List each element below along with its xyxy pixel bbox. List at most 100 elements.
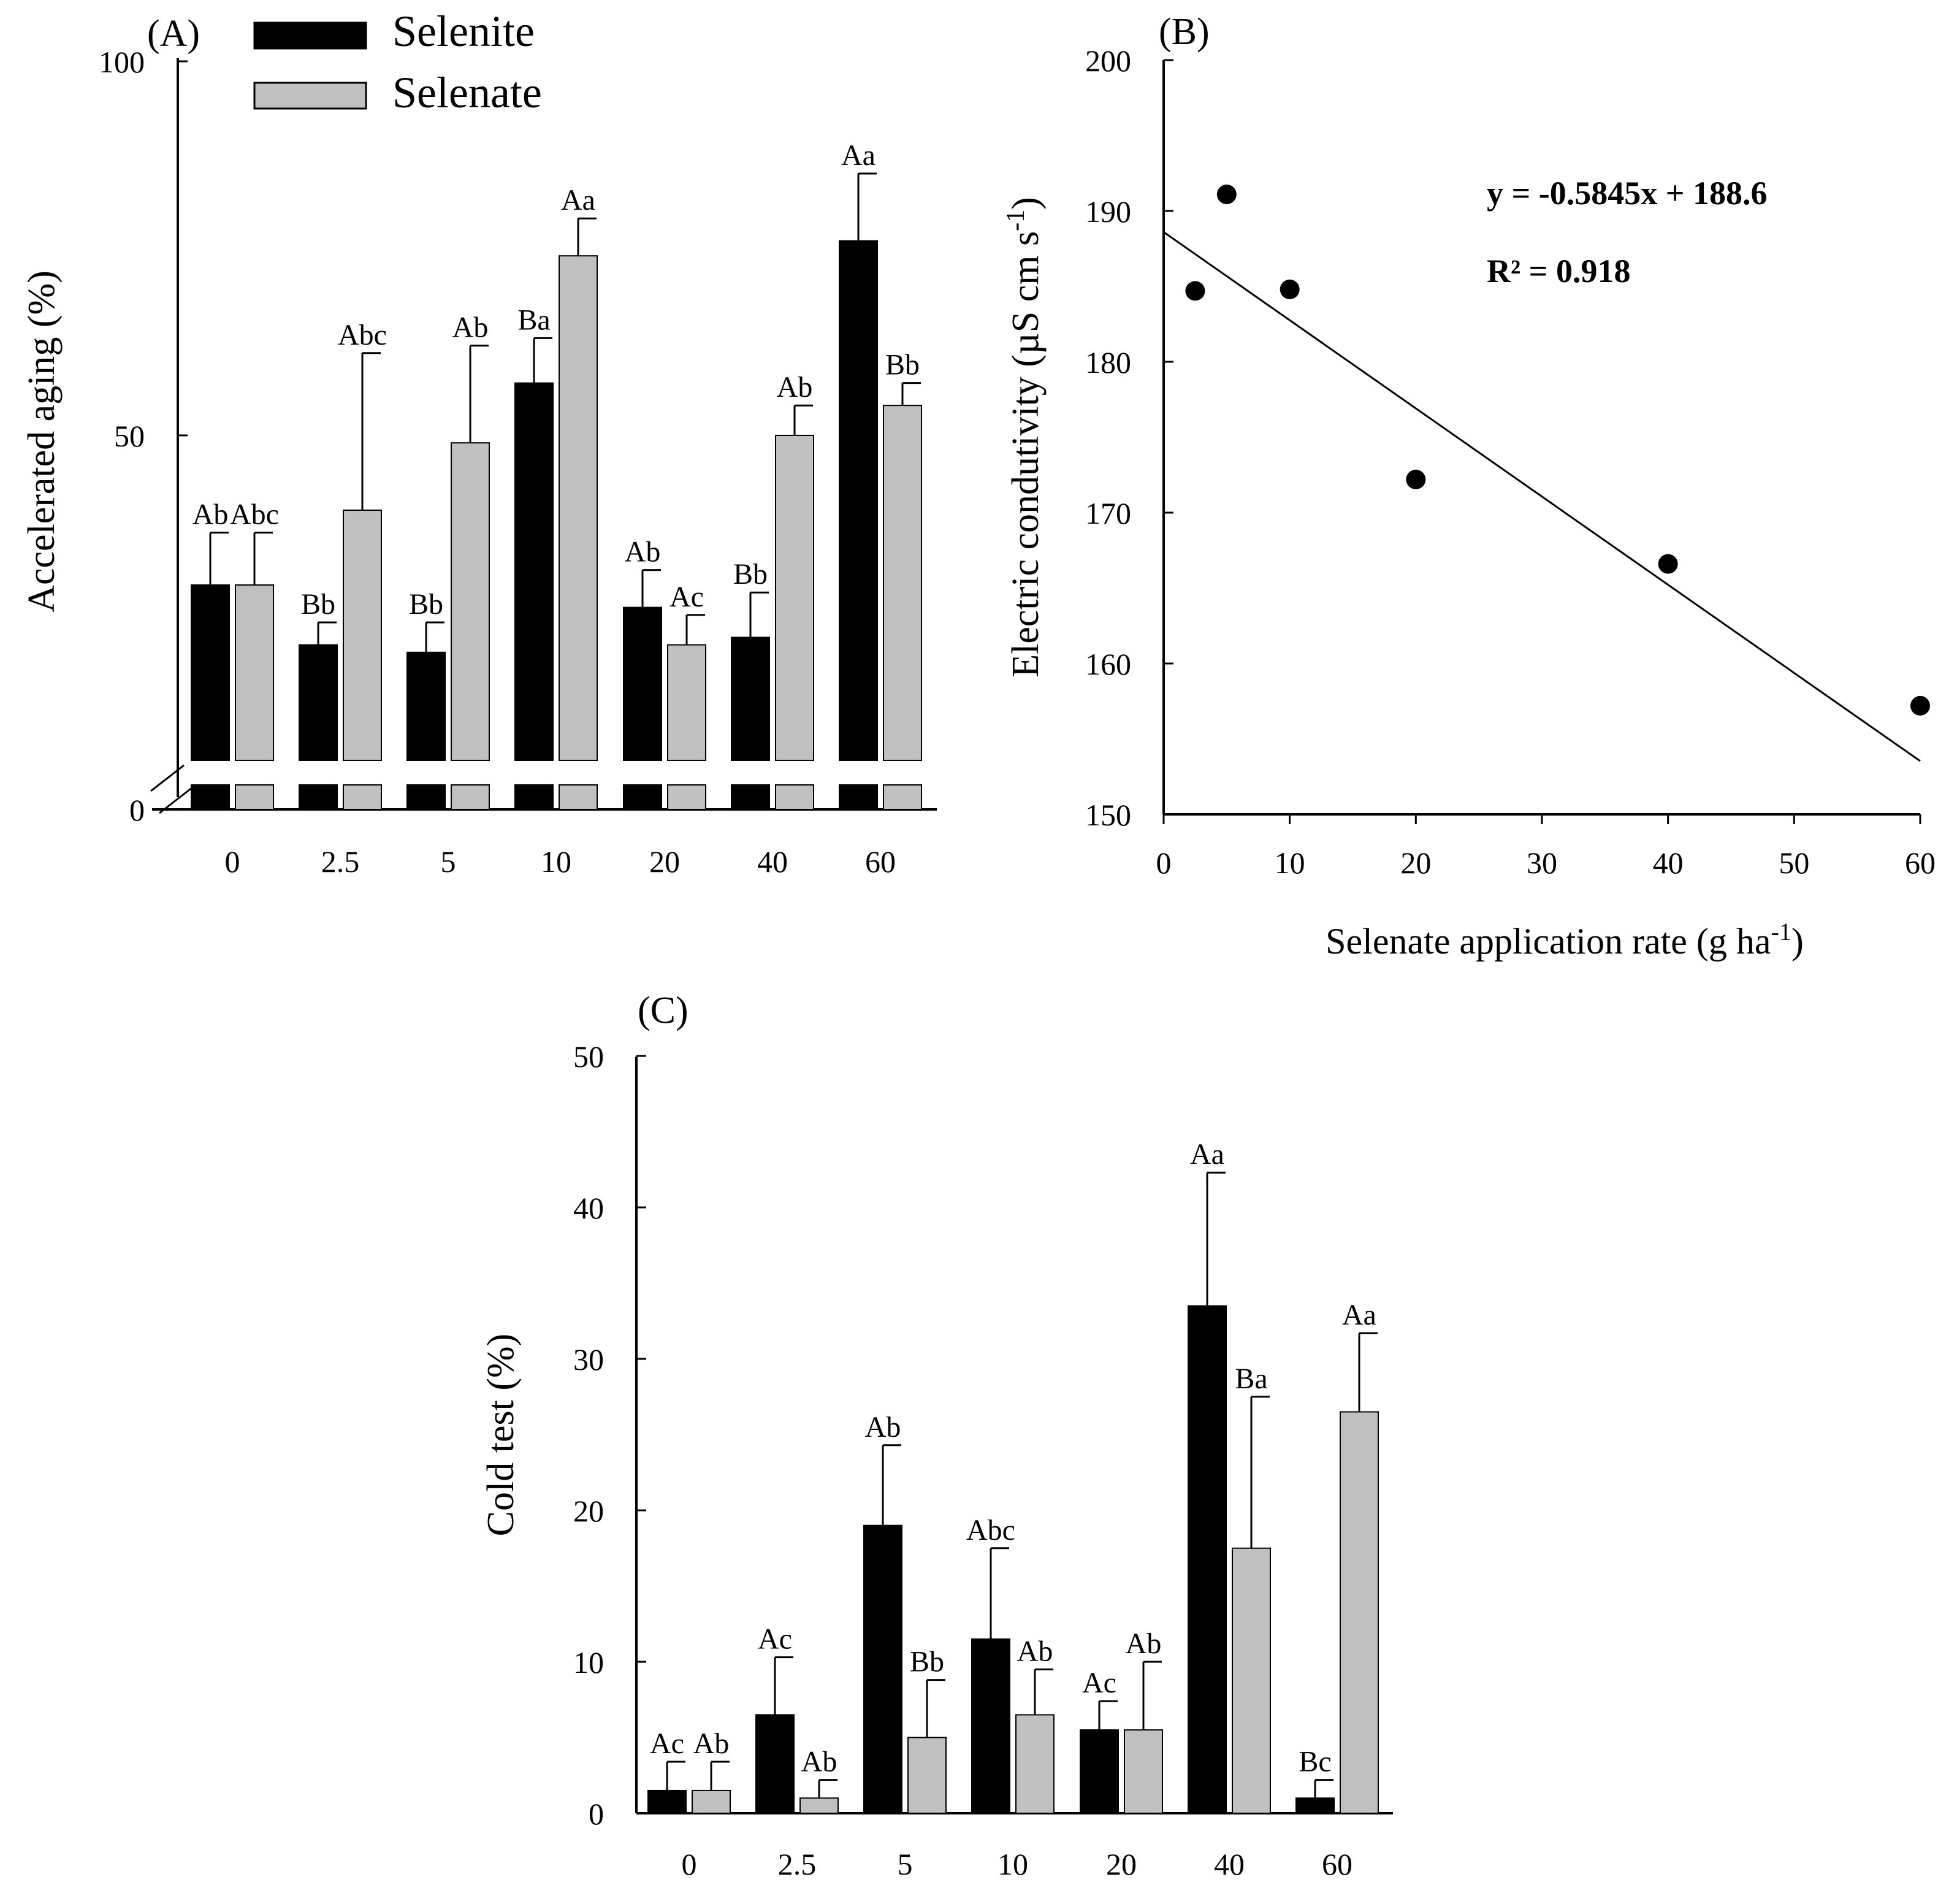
- bar-selenite: [299, 644, 338, 761]
- y-tick-label: 50: [573, 1039, 604, 1074]
- y-tick-label: 200: [1085, 44, 1131, 78]
- significance-letter: Bb: [301, 588, 335, 621]
- bar-selenate: [343, 510, 382, 761]
- bar-selenate: [667, 644, 706, 761]
- panel-b-plot: [1163, 184, 1930, 762]
- significance-letter: Ba: [1235, 1363, 1267, 1395]
- y-tick-label: 30: [573, 1342, 604, 1377]
- significance-letter: Aa: [1342, 1299, 1376, 1331]
- bar-base-selenate: [235, 784, 274, 810]
- axis-break-mark: [150, 764, 185, 792]
- bar-selenite: [191, 584, 230, 761]
- x-tick-label: 0: [1156, 846, 1172, 880]
- significance-letter: Ab: [777, 371, 813, 403]
- significance-letter: Ab: [801, 1746, 837, 1778]
- bar-base-selenate: [883, 784, 922, 810]
- x-tick-label: 30: [1527, 846, 1557, 880]
- bar-base-selenite: [514, 784, 554, 810]
- bar-selenate: [1340, 1411, 1379, 1814]
- bar-base-selenite: [623, 784, 662, 810]
- x-tick-label: 5: [441, 844, 456, 879]
- significance-letter: Ab: [452, 312, 489, 344]
- bar-selenite: [755, 1714, 795, 1814]
- y-tick-label: 190: [1085, 194, 1131, 229]
- significance-letter: Ac: [650, 1727, 684, 1760]
- shared-x-label-sup: -1: [1771, 918, 1791, 946]
- panel-c-y-ticks: 0 10 20 30 40 50: [573, 1039, 646, 1831]
- significance-letter: Ab: [1017, 1635, 1053, 1667]
- panel-a-y-label: Accelerated aging (%): [21, 270, 63, 613]
- bar-selenate: [1015, 1714, 1055, 1814]
- x-tick-label: 20: [1106, 1847, 1137, 1881]
- significance-letter: Bb: [733, 558, 768, 591]
- bar-selenite: [623, 606, 662, 761]
- bar-base-selenate: [775, 784, 814, 810]
- r-squared: R² = 0.918: [1487, 253, 1630, 289]
- y-tick-label: 180: [1085, 345, 1131, 380]
- panel-a-x-ticks: 0 2.5 5 10 20 40 60: [225, 844, 896, 879]
- bar-selenite: [863, 1524, 902, 1814]
- significance-letter: Bb: [885, 349, 920, 381]
- significance-letter: Ab: [693, 1727, 730, 1760]
- x-tick-label: 10: [1275, 846, 1305, 880]
- panel-b-y-label-sup: -1: [1002, 210, 1030, 231]
- legend-label-selenate: Selenate: [392, 68, 542, 117]
- y-tick-label: 50: [114, 419, 145, 453]
- regression-line: [1163, 231, 1921, 762]
- legend-label-selenite: Selenite: [392, 7, 535, 56]
- legend-swatch-selenite: [253, 21, 367, 50]
- significance-letter: Ac: [1082, 1667, 1116, 1699]
- x-tick-label: 2.5: [778, 1847, 817, 1881]
- significance-letter: Abc: [230, 499, 279, 531]
- y-tick-label: 10: [573, 1645, 604, 1680]
- bar-base-selenite: [299, 784, 338, 810]
- x-tick-label: 40: [1653, 846, 1684, 880]
- x-tick-label: 10: [998, 1847, 1028, 1881]
- y-tick-label: 0: [129, 793, 145, 827]
- bar-selenate: [235, 584, 274, 761]
- regression-equation: y = -0.5845x + 188.6: [1487, 175, 1768, 212]
- x-tick-label: 20: [649, 844, 680, 879]
- significance-letter: Abc: [966, 1514, 1015, 1547]
- x-tick-label: 50: [1779, 846, 1809, 880]
- scatter-point: [1910, 695, 1930, 716]
- bar-selenite: [1188, 1305, 1227, 1814]
- y-tick-label: 100: [99, 45, 145, 79]
- bar-selenite: [1080, 1729, 1119, 1814]
- bar-selenite: [1295, 1797, 1335, 1814]
- bar-selenate: [692, 1789, 731, 1814]
- bar-selenite: [406, 651, 446, 762]
- y-tick-label: 160: [1085, 647, 1131, 681]
- scatter-point: [1185, 281, 1205, 301]
- bar-base-selenate: [451, 784, 490, 810]
- significance-letter: Ba: [517, 304, 550, 336]
- bar-base-selenite: [731, 784, 770, 810]
- x-tick-label: 5: [898, 1847, 913, 1881]
- scatter-point: [1406, 469, 1426, 489]
- bar-selenate: [559, 255, 598, 761]
- x-tick-label: 20: [1400, 846, 1431, 880]
- significance-letter: Abc: [338, 319, 387, 351]
- bar-selenite: [731, 637, 770, 762]
- legend-swatch-selenate: [253, 82, 367, 110]
- y-tick-label: 170: [1085, 496, 1131, 530]
- scatter-point: [1658, 554, 1678, 574]
- y-tick-label: 40: [573, 1191, 604, 1225]
- bar-selenite: [839, 240, 878, 761]
- bar-selenate: [1124, 1729, 1163, 1814]
- bar-selenite: [647, 1789, 687, 1814]
- bar-base-selenite: [406, 784, 446, 810]
- x-tick-label: 10: [541, 844, 571, 879]
- significance-letter: Bb: [409, 588, 443, 621]
- significance-letter: Aa: [561, 184, 595, 216]
- x-tick-label: 2.5: [321, 844, 360, 879]
- bar-base-selenate: [667, 784, 706, 810]
- y-tick-label: 20: [573, 1494, 604, 1528]
- panel-b-y-label: Electric condutivity (µS cm s-1): [1002, 197, 1047, 678]
- scatter-point: [1216, 184, 1237, 204]
- scatter-point: [1280, 279, 1300, 299]
- y-tick-label: 150: [1085, 798, 1131, 832]
